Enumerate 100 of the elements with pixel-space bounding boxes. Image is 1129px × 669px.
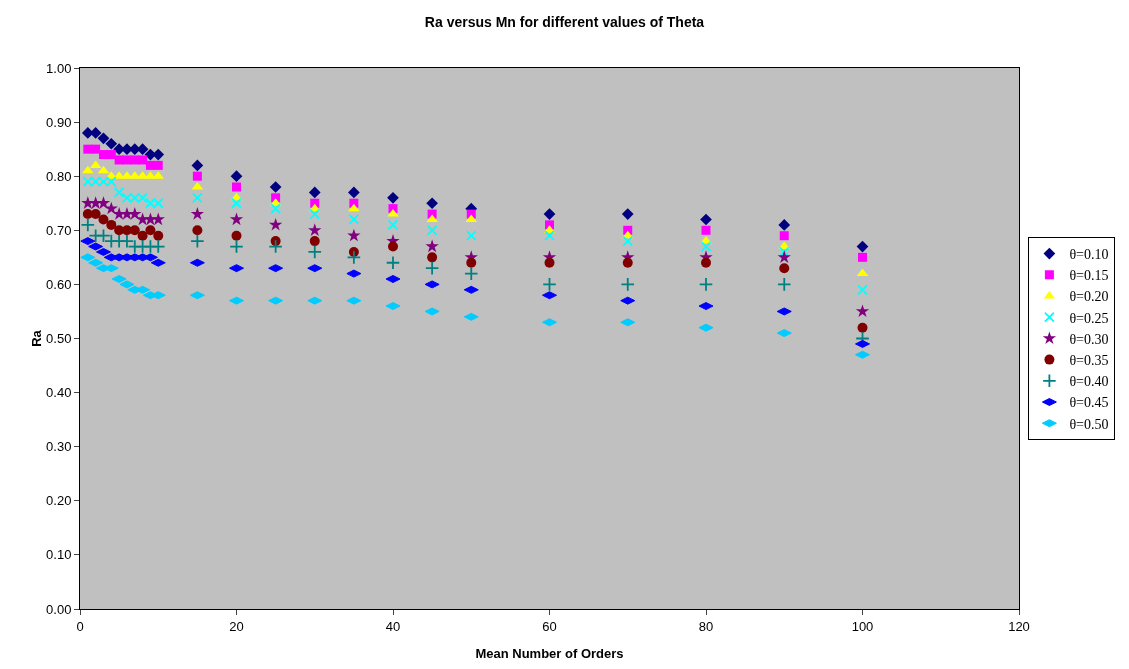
x-tick-label: 40 xyxy=(385,618,401,634)
point xyxy=(138,155,148,165)
point xyxy=(232,182,241,192)
point xyxy=(192,171,202,181)
point xyxy=(466,257,477,268)
point xyxy=(348,203,360,212)
point xyxy=(151,212,165,226)
point xyxy=(777,277,792,292)
point xyxy=(543,208,556,220)
legend-label: θ=0.45 xyxy=(1069,395,1109,411)
y-tick-label: 0.50 xyxy=(46,331,72,347)
point xyxy=(153,160,163,170)
point xyxy=(620,277,635,292)
point xyxy=(230,170,243,183)
point xyxy=(542,277,557,292)
legend-label: θ=0.10 xyxy=(1069,247,1109,263)
point xyxy=(308,223,322,236)
point xyxy=(190,233,205,249)
x-tick-label: 60 xyxy=(542,618,557,634)
point xyxy=(779,231,789,241)
x-tick-label: 120 xyxy=(1008,618,1030,634)
x-tick-label: 80 xyxy=(698,618,714,634)
point xyxy=(621,208,634,220)
point xyxy=(348,186,360,199)
legend-label: θ=0.15 xyxy=(1069,268,1109,284)
point xyxy=(105,137,118,150)
point xyxy=(98,214,109,225)
point xyxy=(544,230,555,242)
x-tick-label: 20 xyxy=(229,618,244,634)
y-tick-label: 0.20 xyxy=(46,493,72,509)
legend-label: θ=0.30 xyxy=(1069,331,1109,347)
point xyxy=(309,208,321,220)
point xyxy=(348,214,360,225)
y-tick-label: 0.80 xyxy=(46,168,72,184)
point xyxy=(544,257,555,268)
point xyxy=(269,181,282,193)
legend-label: θ=0.35 xyxy=(1069,353,1109,369)
point xyxy=(90,209,101,220)
point xyxy=(191,159,204,172)
y-tick-label: 0.30 xyxy=(46,439,72,455)
point xyxy=(387,191,399,204)
point xyxy=(137,230,148,241)
point xyxy=(777,250,791,264)
point xyxy=(855,304,870,318)
point xyxy=(192,225,203,236)
point xyxy=(858,252,867,262)
point xyxy=(106,219,117,230)
point xyxy=(145,225,156,236)
x-tick-label: 0 xyxy=(76,618,84,634)
point xyxy=(700,213,712,226)
y-tick-label: 0.60 xyxy=(46,276,72,292)
point xyxy=(268,239,283,254)
y-tick-label: 0.90 xyxy=(46,114,72,130)
point xyxy=(308,186,321,199)
point xyxy=(465,230,477,242)
y-tick-label: 0.40 xyxy=(46,385,72,401)
y-tick-label: 0.70 xyxy=(46,222,72,238)
point xyxy=(113,187,125,198)
x-tick-label: 100 xyxy=(851,618,874,634)
point xyxy=(231,197,242,209)
point xyxy=(229,239,244,254)
point xyxy=(857,284,868,296)
point xyxy=(128,207,142,220)
y-tick-label: 1.00 xyxy=(46,60,72,76)
point xyxy=(701,225,711,235)
point xyxy=(427,252,438,263)
point xyxy=(106,150,116,160)
point xyxy=(268,217,283,231)
y-axis-title: Ra xyxy=(29,329,45,347)
point xyxy=(191,192,203,204)
point xyxy=(857,322,868,333)
point xyxy=(309,236,320,247)
point xyxy=(190,207,205,220)
point xyxy=(229,212,244,226)
point xyxy=(426,224,438,236)
point xyxy=(307,244,322,260)
legend-label: θ=0.50 xyxy=(1069,416,1109,432)
point xyxy=(97,132,110,145)
point xyxy=(387,219,399,231)
y-tick-label: 0.00 xyxy=(46,601,72,617)
point xyxy=(346,250,362,265)
point xyxy=(779,263,790,274)
point xyxy=(424,260,440,276)
point xyxy=(701,257,711,268)
point xyxy=(231,230,242,241)
point xyxy=(80,217,96,233)
point xyxy=(385,255,401,270)
chart-title: Ra versus Mn for different values of Theta xyxy=(424,13,705,30)
point xyxy=(426,197,438,210)
point xyxy=(622,257,633,268)
point xyxy=(425,239,439,253)
point xyxy=(622,235,634,247)
point xyxy=(698,277,714,292)
point xyxy=(91,144,101,154)
legend-label: θ=0.25 xyxy=(1069,310,1109,326)
point xyxy=(464,266,479,281)
x-axis-title: Mean Number of Orders xyxy=(475,646,624,661)
point xyxy=(270,203,282,215)
point xyxy=(856,240,869,253)
point xyxy=(153,230,164,241)
